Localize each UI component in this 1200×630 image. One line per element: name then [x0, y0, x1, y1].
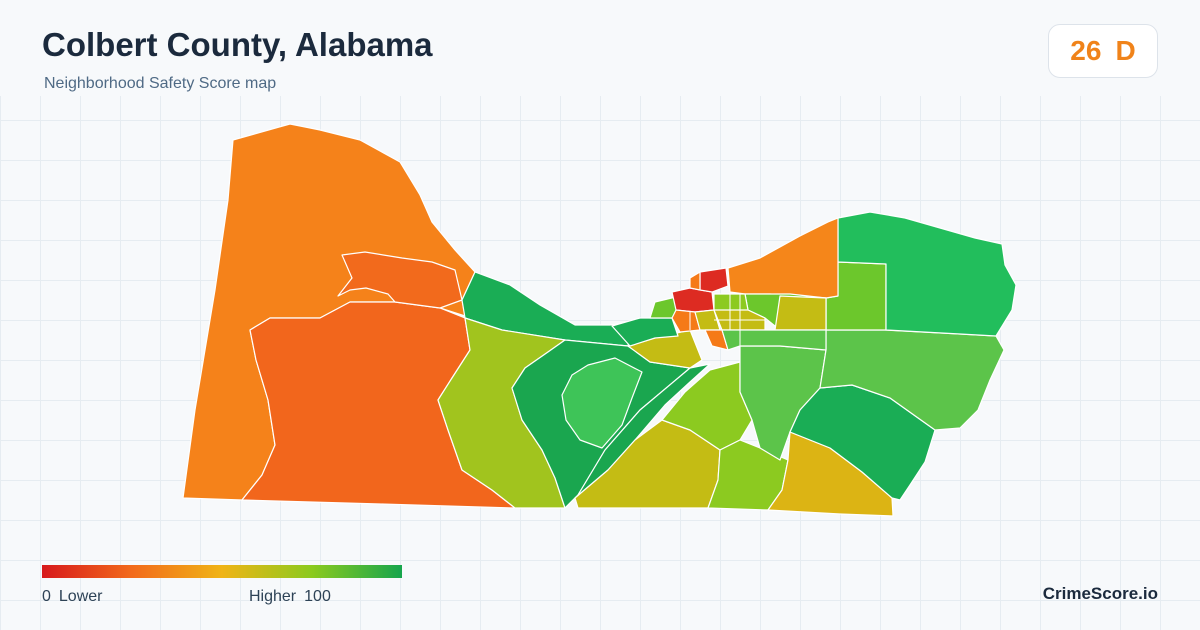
- map-region[interactable]: [611, 317, 679, 347]
- score-value: 26: [1070, 35, 1102, 66]
- legend-max-value: 100: [304, 588, 331, 605]
- header-band: [0, 0, 1200, 96]
- legend-min-label: Lower: [58, 588, 103, 605]
- map-region[interactable]: [727, 217, 839, 299]
- legend-max-label: Higher: [249, 588, 297, 605]
- score-badge: 26 D: [1048, 24, 1158, 78]
- page-subtitle: Neighborhood Safety Score map: [44, 75, 277, 92]
- page-title: Colbert County, Alabama: [42, 26, 433, 63]
- brand-logo-text[interactable]: CrimeScore.io: [1042, 584, 1158, 603]
- legend-min: 0 Lower: [42, 588, 102, 606]
- map-region[interactable]: [337, 251, 463, 309]
- map-region[interactable]: [721, 329, 827, 351]
- legend-max: Higher 100: [249, 588, 331, 606]
- map-region[interactable]: [689, 271, 701, 291]
- map-region[interactable]: [837, 211, 1017, 337]
- legend-min-value: 0: [42, 588, 51, 605]
- map-region[interactable]: [671, 309, 701, 333]
- score-grade: D: [1115, 35, 1136, 66]
- map-region[interactable]: [774, 295, 827, 331]
- legend-gradient-bar: [42, 565, 402, 578]
- map-region[interactable]: [561, 357, 643, 449]
- map-region[interactable]: [699, 267, 729, 293]
- map-region[interactable]: [713, 293, 749, 313]
